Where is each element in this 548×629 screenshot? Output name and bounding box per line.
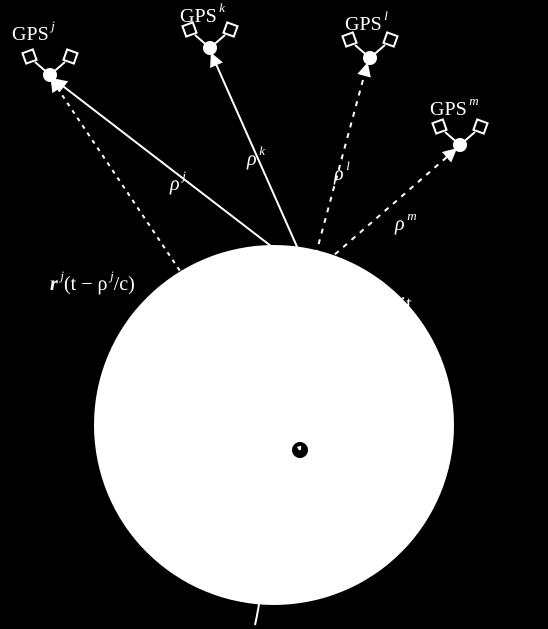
leo-orbit-label: LEO orbit [330,293,412,315]
rt-label: r(t) [270,283,297,305]
diagram-canvas: GPS jρ jGPS kρ kGPS lρ lGPS mρ mLEO orbi… [0,0,548,629]
